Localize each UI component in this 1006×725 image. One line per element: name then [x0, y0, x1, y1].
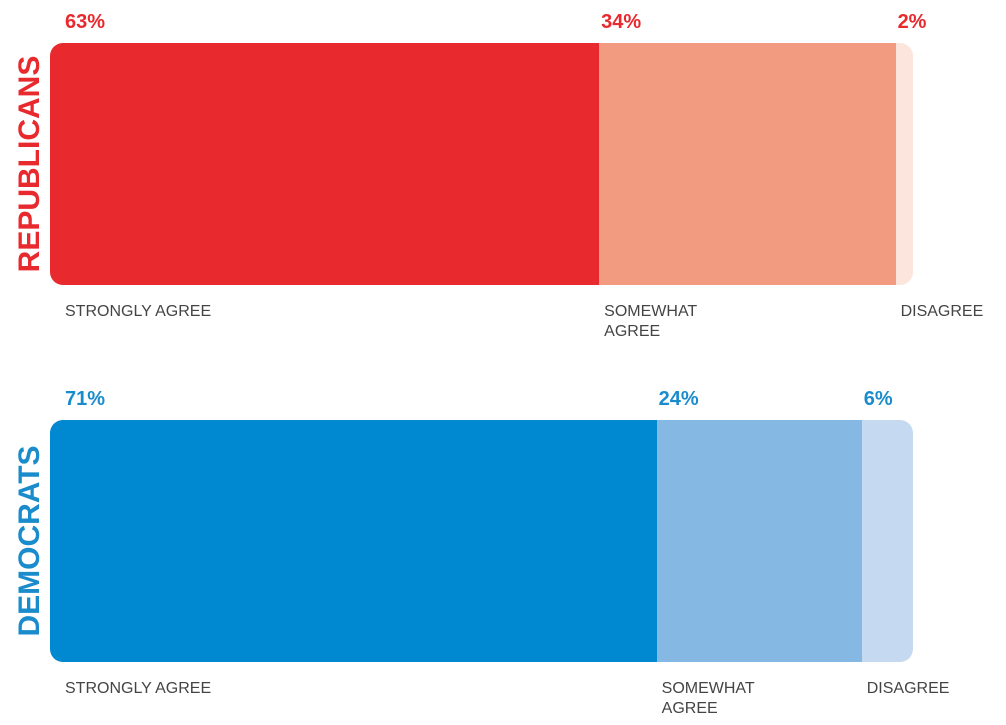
value-label: 2% [897, 11, 927, 33]
segment-label: SOMEWHAT AGREE [604, 303, 697, 340]
segment-label: STRONGLY AGREE [65, 680, 212, 697]
segment-label: SOMEWHAT AGREE [661, 680, 755, 717]
value-label: 63% [65, 11, 106, 33]
bar-segment [656, 420, 862, 662]
bar-segment [50, 43, 600, 285]
bar-segment [861, 420, 913, 662]
bar-segment [599, 43, 896, 285]
group-label: REPUBLICANS [13, 55, 46, 273]
bar-segment [50, 420, 657, 662]
segment-label: DISAGREE [866, 680, 950, 697]
value-label: 71% [65, 388, 106, 410]
bar-segment [895, 43, 913, 285]
value-label: 6% [863, 388, 893, 410]
group-label: DEMOCRATS [13, 445, 46, 637]
segment-label: STRONGLY AGREE [65, 303, 212, 320]
bar-track [50, 420, 913, 662]
bar-track [50, 43, 913, 285]
value-label: 24% [658, 388, 699, 410]
segment-label: DISAGREE [900, 303, 984, 320]
value-label: 34% [601, 11, 642, 33]
